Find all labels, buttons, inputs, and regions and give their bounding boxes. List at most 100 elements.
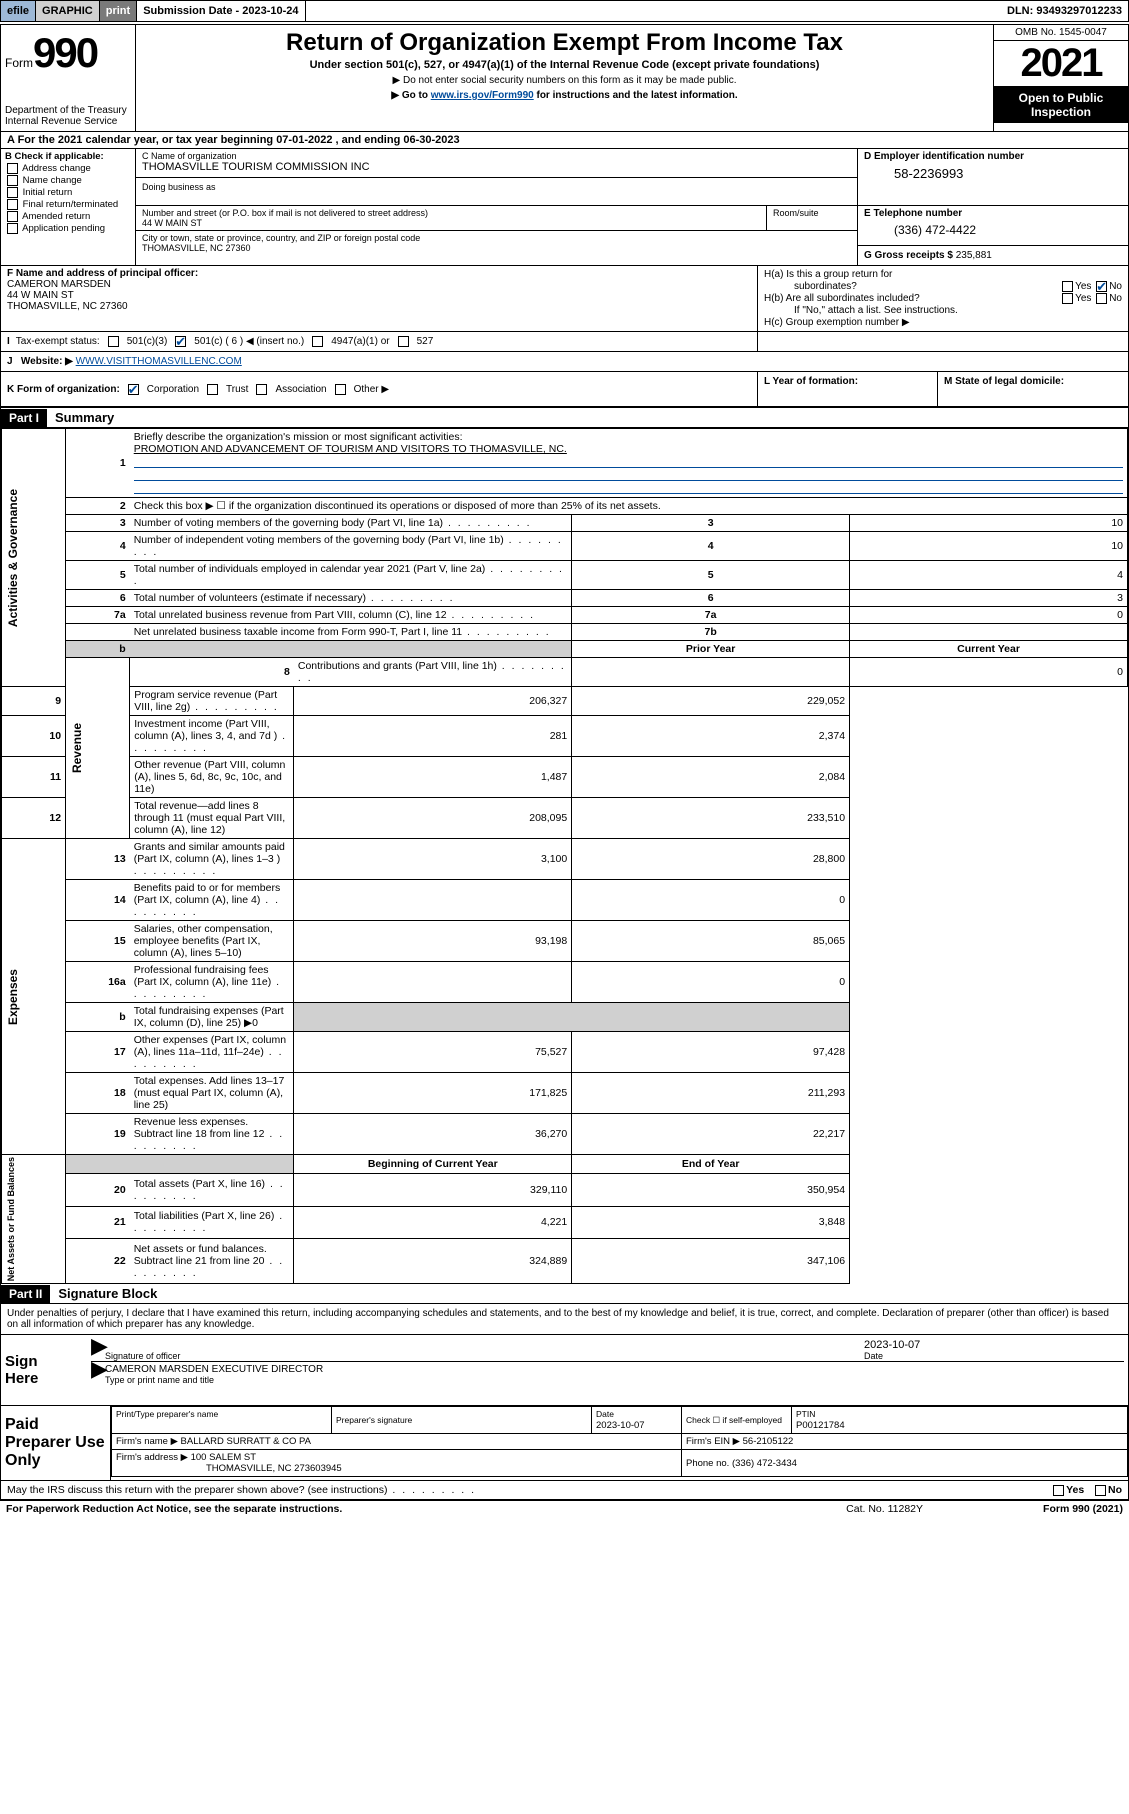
- omb-number: OMB No. 1545-0047: [994, 25, 1128, 41]
- l16a: Professional fundraising fees (Part IX, …: [130, 962, 294, 1003]
- form-word: Form: [5, 56, 33, 70]
- paid-preparer-label: Paid Preparer Use Only: [1, 1406, 111, 1480]
- state-domicile: M State of legal domicile:: [938, 372, 1128, 406]
- tax-exempt-label: Tax-exempt status:: [16, 336, 100, 347]
- firm-ein: 56-2105122: [743, 1436, 794, 1447]
- side-net-assets: Net Assets or Fund Balances: [6, 1157, 16, 1281]
- cb-trust[interactable]: [207, 384, 218, 395]
- cb-assoc[interactable]: [256, 384, 267, 395]
- submission-date: Submission Date - 2023-10-24: [137, 1, 305, 21]
- p8: [572, 658, 850, 687]
- firm-addr-label: Firm's address ▶: [116, 1452, 188, 1463]
- v3: 10: [850, 515, 1128, 532]
- c16a: 0: [572, 962, 850, 1003]
- section-b-checkboxes: B Check if applicable: Address change Na…: [1, 149, 136, 265]
- print-button[interactable]: print: [100, 1, 137, 21]
- cb-app-pending[interactable]: Application pending: [5, 223, 131, 234]
- firm-phone: (336) 472-3434: [732, 1458, 797, 1469]
- sign-here-label: Sign Here: [1, 1335, 71, 1405]
- gross-label: G Gross receipts $: [864, 250, 953, 261]
- footer-left: For Paperwork Reduction Act Notice, see …: [6, 1503, 342, 1515]
- instr-post: for instructions and the latest informat…: [534, 90, 738, 101]
- ein-value: 58-2236993: [864, 162, 1122, 185]
- c21: 3,848: [572, 1206, 850, 1238]
- city-cell: City or town, state or province, country…: [136, 231, 857, 255]
- l20: Total assets (Part X, line 16): [130, 1174, 294, 1206]
- website-row: J Website: ▶ WWW.VISITTHOMASVILLENC.COM: [1, 352, 1128, 372]
- v7b: [850, 624, 1128, 641]
- cb-corp[interactable]: [128, 384, 139, 395]
- sig-date-value: 2023-10-07: [864, 1339, 1124, 1351]
- firm-addr2: THOMASVILLE, NC 273603945: [116, 1463, 342, 1474]
- gross-value: 235,881: [956, 250, 992, 261]
- cb-name-change[interactable]: Name change: [5, 175, 131, 186]
- street-value: 44 W MAIN ST: [142, 218, 760, 228]
- graphic-button[interactable]: GRAPHIC: [36, 1, 100, 21]
- firm-phone-label: Phone no.: [686, 1458, 729, 1469]
- officer-sig-label: Signature of officer: [105, 1339, 864, 1361]
- l7a: Total unrelated business revenue from Pa…: [130, 607, 572, 624]
- ha-label1: H(a) Is this a group return for: [764, 269, 892, 280]
- l9: Program service revenue (Part VIII, line…: [130, 687, 294, 716]
- l10: Investment income (Part VIII, column (A)…: [130, 716, 294, 757]
- hdr-prior-year: Prior Year: [572, 641, 850, 658]
- year-formation: L Year of formation:: [758, 372, 938, 406]
- main-title: Return of Organization Exempt From Incom…: [144, 29, 985, 57]
- ha-yes[interactable]: [1062, 281, 1073, 292]
- p16a: [294, 962, 572, 1003]
- cb-amended[interactable]: Amended return: [5, 211, 131, 222]
- v4: 10: [850, 532, 1128, 561]
- dba-label: Doing business as: [142, 182, 851, 192]
- prep-name-label: Print/Type preparer's name: [116, 1409, 218, 1419]
- ha-no[interactable]: [1096, 281, 1107, 292]
- discuss-yes[interactable]: [1053, 1485, 1064, 1496]
- form-number: 990: [33, 29, 97, 76]
- suite-cell: Room/suite: [767, 206, 857, 230]
- l19: Revenue less expenses. Subtract line 18 …: [130, 1114, 294, 1155]
- p19: 36,270: [294, 1114, 572, 1155]
- c8: 0: [850, 658, 1128, 687]
- v5: 4: [850, 561, 1128, 590]
- l11: Other revenue (Part VIII, column (A), li…: [130, 757, 294, 798]
- cb-4947[interactable]: [312, 336, 323, 347]
- cb-501c[interactable]: [175, 336, 186, 347]
- c15: 85,065: [572, 921, 850, 962]
- cb-527[interactable]: [398, 336, 409, 347]
- ptin-value: P00121784: [796, 1420, 845, 1431]
- c11: 2,084: [572, 757, 850, 798]
- website-link[interactable]: WWW.VISITTHOMASVILLENC.COM: [76, 356, 242, 367]
- side-expenses: Expenses: [6, 969, 20, 1025]
- irs-link[interactable]: www.irs.gov/Form990: [431, 90, 534, 101]
- c22: 347,106: [572, 1238, 850, 1284]
- subtitle-501c: Under section 501(c), 527, or 4947(a)(1)…: [144, 59, 985, 71]
- efile-button[interactable]: efile: [1, 1, 36, 21]
- cb-other[interactable]: [335, 384, 346, 395]
- c18: 211,293: [572, 1073, 850, 1114]
- firm-name: BALLARD SURRATT & CO PA: [181, 1436, 311, 1447]
- part1-badge: Part I: [1, 409, 47, 427]
- form-title-box: Return of Organization Exempt From Incom…: [136, 25, 993, 131]
- p15: 93,198: [294, 921, 572, 962]
- footer-cat: Cat. No. 11282Y: [846, 1503, 923, 1515]
- org-name-label: C Name of organization: [142, 151, 851, 161]
- sign-here-block: Sign Here ▶ Signature of officer 2023-10…: [1, 1335, 1128, 1406]
- cb-501c3[interactable]: [108, 336, 119, 347]
- l14: Benefits paid to or for members (Part IX…: [130, 880, 294, 921]
- cb-address-change[interactable]: Address change: [5, 163, 131, 174]
- discuss-no[interactable]: [1095, 1485, 1106, 1496]
- l4: Number of independent voting members of …: [130, 532, 572, 561]
- hb-yes[interactable]: [1062, 293, 1073, 304]
- hc-label: H(c) Group exemption number ▶: [764, 317, 910, 328]
- cb-initial-return[interactable]: Initial return: [5, 187, 131, 198]
- officer-addr1: 44 W MAIN ST: [7, 290, 74, 301]
- hb-no[interactable]: [1096, 293, 1107, 304]
- p14: [294, 880, 572, 921]
- firm-ein-label: Firm's EIN ▶: [686, 1436, 740, 1447]
- hc-cell: [758, 332, 1128, 351]
- c12: 233,510: [572, 798, 850, 839]
- cb-final-return[interactable]: Final return/terminated: [5, 199, 131, 210]
- prep-date-label: Date: [596, 1409, 614, 1419]
- signature-intro: Under penalties of perjury, I declare th…: [1, 1304, 1128, 1335]
- section-h: H(a) Is this a group return for subordin…: [758, 266, 1128, 331]
- c10: 2,374: [572, 716, 850, 757]
